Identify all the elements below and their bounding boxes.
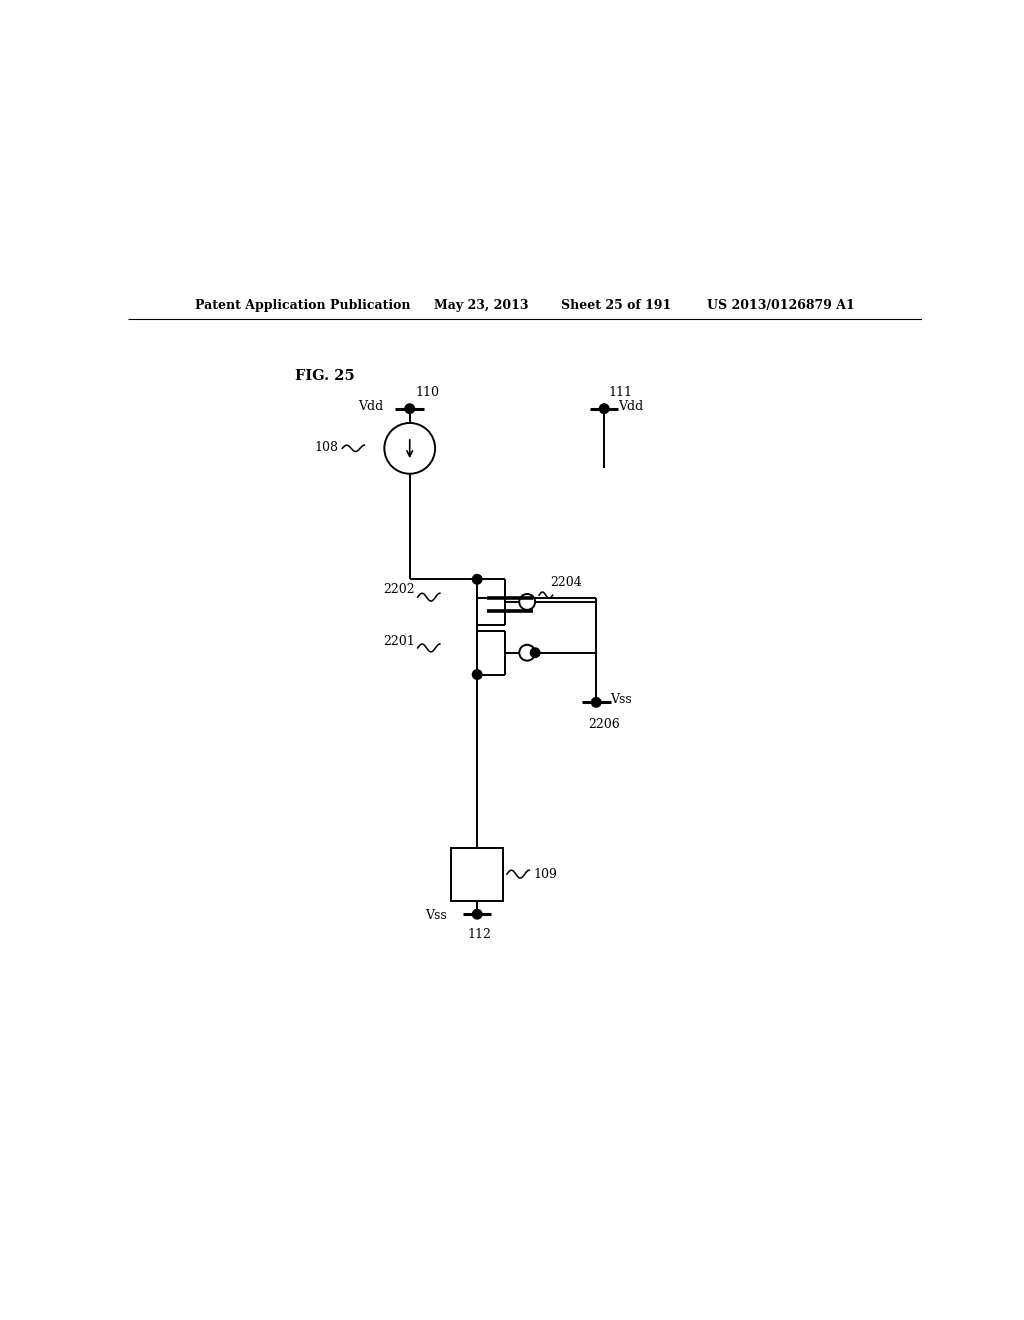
Text: Sheet 25 of 191: Sheet 25 of 191 bbox=[560, 300, 671, 312]
Text: Vss: Vss bbox=[610, 693, 632, 706]
Circle shape bbox=[592, 697, 601, 708]
Text: 2201: 2201 bbox=[384, 635, 416, 648]
Bar bbox=[452, 847, 503, 900]
Circle shape bbox=[599, 404, 609, 413]
Circle shape bbox=[472, 909, 482, 919]
Text: FIG. 25: FIG. 25 bbox=[295, 370, 354, 383]
Text: Vss: Vss bbox=[426, 909, 447, 923]
Text: Vdd: Vdd bbox=[358, 400, 383, 413]
Circle shape bbox=[404, 404, 415, 413]
Circle shape bbox=[472, 574, 482, 583]
Text: 2204: 2204 bbox=[550, 576, 582, 589]
Text: 108: 108 bbox=[314, 441, 338, 454]
Text: Patent Application Publication: Patent Application Publication bbox=[196, 300, 411, 312]
Circle shape bbox=[472, 669, 482, 680]
Text: US 2013/0126879 A1: US 2013/0126879 A1 bbox=[708, 300, 855, 312]
Text: 2202: 2202 bbox=[384, 583, 416, 597]
Text: May 23, 2013: May 23, 2013 bbox=[433, 300, 528, 312]
Text: Vdd: Vdd bbox=[618, 400, 644, 413]
Text: 110: 110 bbox=[416, 387, 439, 399]
Circle shape bbox=[530, 648, 540, 657]
Text: 2206: 2206 bbox=[588, 718, 621, 731]
Text: 111: 111 bbox=[609, 387, 633, 399]
Text: 112: 112 bbox=[468, 928, 492, 941]
Text: 109: 109 bbox=[534, 867, 557, 880]
